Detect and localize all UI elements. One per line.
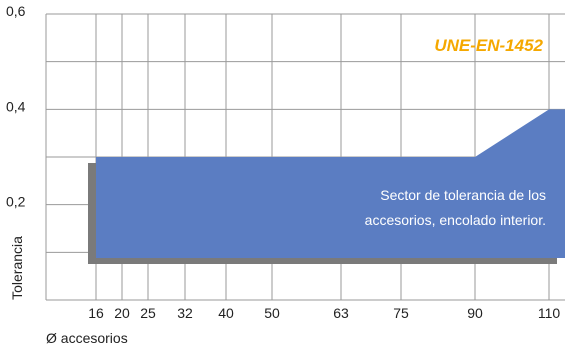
x-tick-label: 75 [393,305,409,321]
y-tick-label: 0,6 [6,3,26,19]
standard-label: UNE-EN-1452 [434,36,543,55]
x-tick-label: 90 [467,305,483,321]
y-tick-label: 0,2 [6,194,26,210]
x-tick-labels: 16 20 25 32 40 50 63 75 90 110 [88,305,560,321]
y-tick-labels: 0,6 0,4 0,2 [6,3,26,210]
x-tick-label: 110 [538,305,561,321]
y-axis-label: Tolerancia [9,236,25,300]
x-tick-label: 20 [114,305,130,321]
annotation-line: accesorios, encolado interior. [365,212,546,228]
area-annotation: Sector de tolerancia de los accesorios, e… [365,187,546,228]
x-tick-label: 40 [218,305,234,321]
x-axis-label: Ø accesorios [46,330,128,346]
annotation-line: Sector de tolerancia de los [380,187,546,203]
x-tick-label: 32 [177,305,193,321]
y-tick-label: 0,4 [6,98,26,114]
x-tick-label: 50 [264,305,280,321]
x-tick-label: 16 [88,305,104,321]
x-tick-label: 63 [333,305,349,321]
x-tick-label: 25 [140,305,156,321]
tolerance-area [96,109,565,258]
